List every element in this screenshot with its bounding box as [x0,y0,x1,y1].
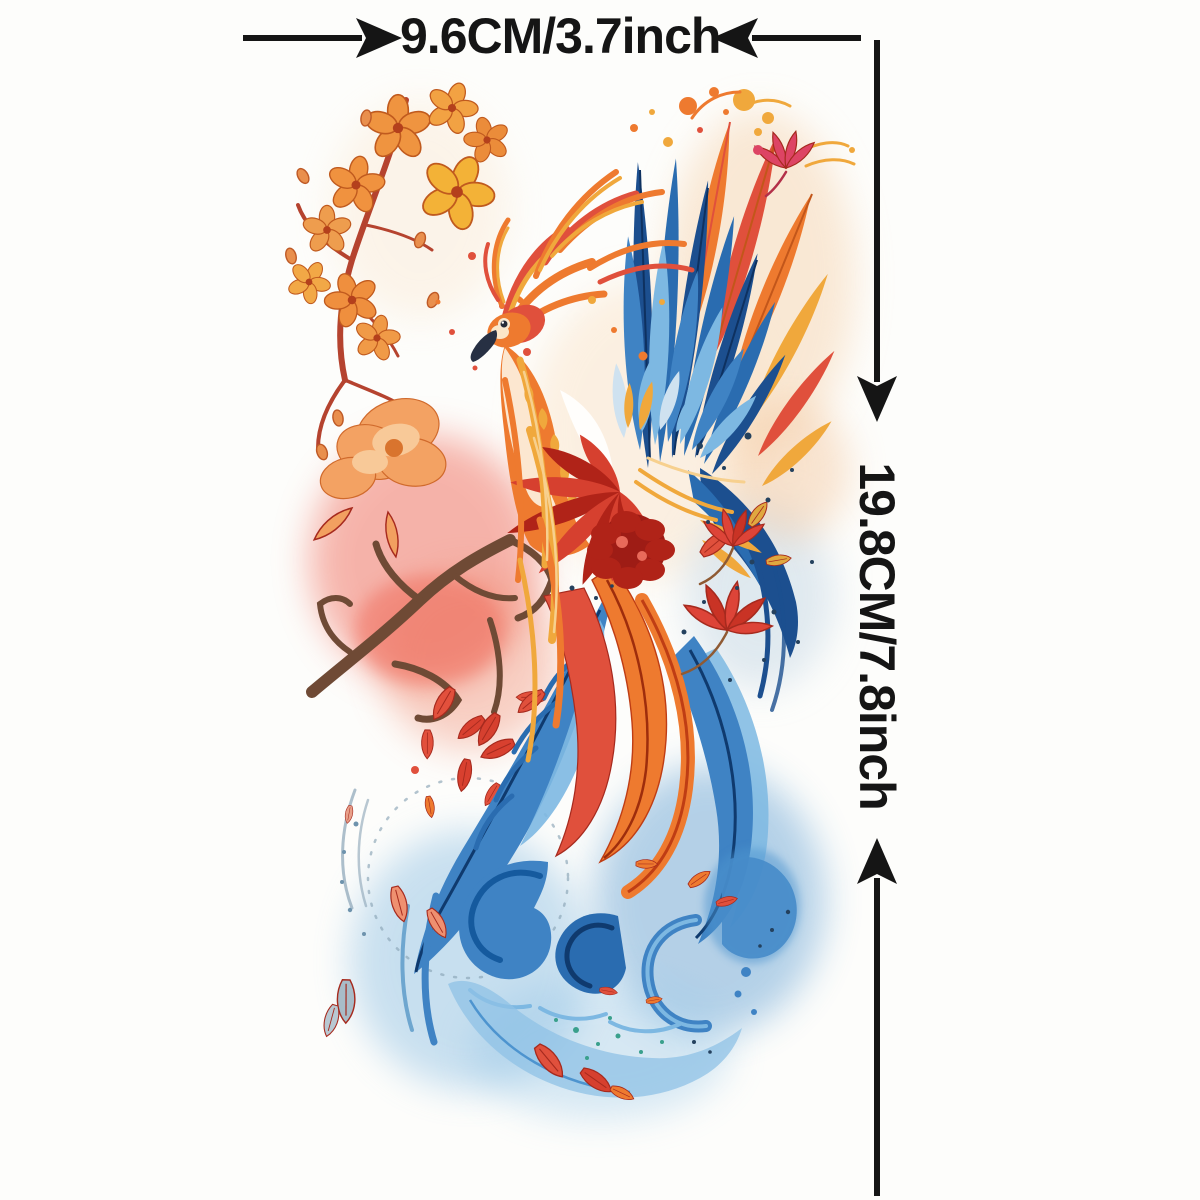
pink-magnolia [751,129,818,198]
phoenix-body [500,345,675,763]
width-dimension [243,18,861,58]
blossom-branch [277,73,531,559]
red-pompom [587,511,675,589]
width-dimension-label: 9.6CM/3.7inch [400,8,721,64]
beak [470,330,498,362]
phoenix-head [470,304,546,362]
arrow-up-icon [857,838,897,884]
red-magnolias [680,507,774,676]
arrow-left-icon [712,18,758,58]
gold-wing-streaks [634,456,746,522]
golden-strands [502,356,565,763]
water-waves [314,848,800,1098]
paint-splashes [630,87,856,168]
arrow-right-icon [356,18,402,58]
height-dimension [857,40,897,1196]
height-dimension-label: 19.8CM/7.8inch [849,462,905,810]
arrow-down-icon [857,376,897,422]
paint-speckles [340,296,814,1060]
peony-flowers [309,398,447,559]
flower-buds [285,109,440,461]
